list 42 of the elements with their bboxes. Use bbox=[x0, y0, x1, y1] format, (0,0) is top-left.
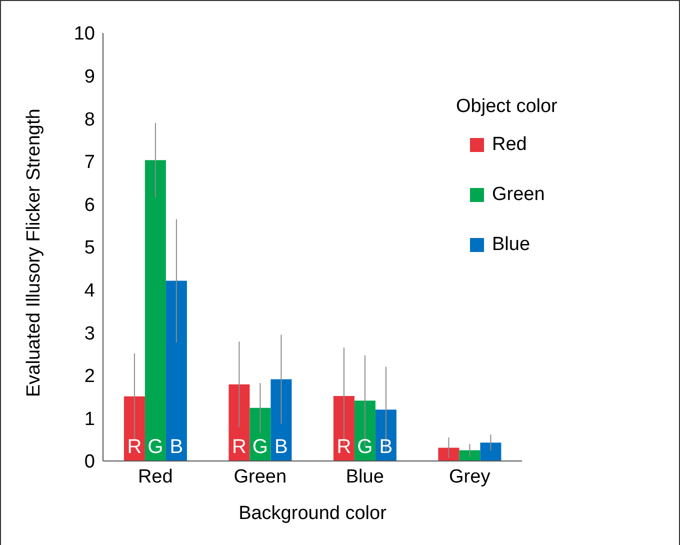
legend-label: Green bbox=[492, 184, 545, 206]
x-tick-label: Blue bbox=[346, 466, 384, 488]
legend-label: Red bbox=[492, 134, 527, 156]
y-axis-title: Evaluated Illusory Flicker Strength bbox=[24, 108, 45, 397]
data-label: G bbox=[357, 436, 373, 458]
data-label: B bbox=[379, 436, 393, 458]
y-tick-label: 2 bbox=[84, 366, 95, 388]
x-tick-label: Red bbox=[138, 466, 173, 488]
data-label: R bbox=[336, 436, 352, 458]
bar bbox=[250, 408, 271, 461]
data-label: B bbox=[170, 436, 184, 458]
y-tick-label: 0 bbox=[84, 452, 95, 473]
legend-title: Object color bbox=[456, 96, 558, 118]
y-tick-label: 9 bbox=[84, 66, 95, 88]
bar bbox=[228, 384, 250, 461]
bar bbox=[459, 450, 480, 461]
bar bbox=[270, 379, 292, 461]
y-tick-label: 8 bbox=[84, 109, 95, 130]
x-tick-label: Green bbox=[234, 466, 287, 488]
bar bbox=[375, 410, 396, 461]
bar bbox=[438, 448, 460, 461]
y-tick-label: 1 bbox=[84, 408, 95, 430]
data-label: R bbox=[127, 436, 142, 458]
data-label: G bbox=[252, 436, 268, 458]
y-tick-label: 3 bbox=[84, 323, 95, 344]
y-tick-label: 10 bbox=[74, 24, 95, 45]
legend-label: Blue bbox=[492, 234, 530, 256]
x-tick-label: Grey bbox=[449, 466, 491, 488]
y-tick-label: 6 bbox=[84, 194, 95, 216]
data-label: G bbox=[148, 436, 164, 458]
y-tick-label: 4 bbox=[84, 280, 96, 302]
bar bbox=[144, 160, 166, 461]
data-label: B bbox=[274, 436, 288, 458]
bar bbox=[124, 396, 145, 461]
bar bbox=[354, 400, 376, 461]
y-tick-label: 7 bbox=[84, 152, 95, 174]
bar bbox=[166, 280, 187, 461]
bar bbox=[333, 396, 354, 461]
x-axis-title: Background color bbox=[238, 503, 388, 524]
bar bbox=[480, 442, 502, 461]
y-tick-label: 5 bbox=[84, 238, 95, 259]
data-label: R bbox=[232, 436, 246, 458]
